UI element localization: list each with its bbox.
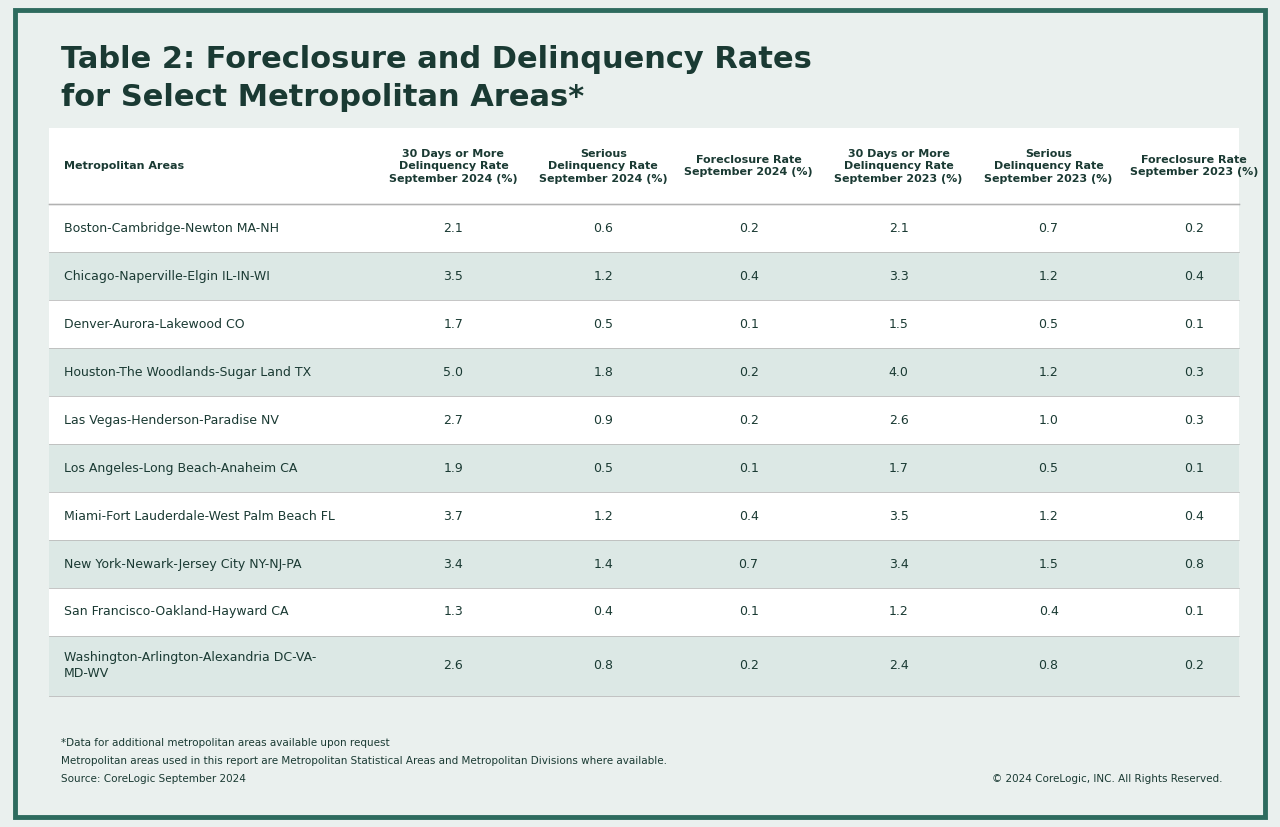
Text: 0.6: 0.6	[594, 222, 613, 235]
Text: 0.7: 0.7	[1038, 222, 1059, 235]
Text: Boston-Cambridge-Newton MA-NH: Boston-Cambridge-Newton MA-NH	[64, 222, 279, 235]
Text: 0.5: 0.5	[594, 461, 613, 475]
Text: 1.2: 1.2	[594, 270, 613, 283]
Text: 0.4: 0.4	[1184, 509, 1203, 523]
Text: 2.6: 2.6	[443, 659, 463, 672]
Text: 0.4: 0.4	[1184, 270, 1203, 283]
Text: 0.2: 0.2	[1184, 222, 1203, 235]
Text: 0.1: 0.1	[739, 605, 759, 619]
Text: 1.7: 1.7	[443, 318, 463, 331]
Text: 3.4: 3.4	[888, 557, 909, 571]
Text: 0.1: 0.1	[1184, 318, 1203, 331]
Text: 3.5: 3.5	[443, 270, 463, 283]
Text: 0.3: 0.3	[1184, 366, 1203, 379]
Text: 30 Days or More
Delinquency Rate
September 2024 (%): 30 Days or More Delinquency Rate Septemb…	[389, 149, 517, 184]
Text: Table 2: Foreclosure and Delinquency Rates: Table 2: Foreclosure and Delinquency Rat…	[61, 45, 813, 74]
Text: 0.1: 0.1	[1184, 461, 1203, 475]
Text: 1.2: 1.2	[1038, 270, 1059, 283]
Text: 0.8: 0.8	[1038, 659, 1059, 672]
Text: Denver-Aurora-Lakewood CO: Denver-Aurora-Lakewood CO	[64, 318, 244, 331]
Text: 0.4: 0.4	[739, 270, 759, 283]
Text: 3.7: 3.7	[443, 509, 463, 523]
Text: 0.5: 0.5	[1038, 318, 1059, 331]
Text: 1.9: 1.9	[443, 461, 463, 475]
Text: 0.2: 0.2	[739, 659, 759, 672]
Text: 2.1: 2.1	[443, 222, 463, 235]
Text: 0.1: 0.1	[1184, 605, 1203, 619]
Text: 3.3: 3.3	[888, 270, 909, 283]
Text: © 2024 CoreLogic, INC. All Rights Reserved.: © 2024 CoreLogic, INC. All Rights Reserv…	[992, 774, 1222, 784]
Text: Houston-The Woodlands-Sugar Land TX: Houston-The Woodlands-Sugar Land TX	[64, 366, 311, 379]
Text: 3.4: 3.4	[443, 557, 463, 571]
Text: Los Angeles-Long Beach-Anaheim CA: Los Angeles-Long Beach-Anaheim CA	[64, 461, 297, 475]
Text: 30 Days or More
Delinquency Rate
September 2023 (%): 30 Days or More Delinquency Rate Septemb…	[835, 149, 963, 184]
Text: 0.2: 0.2	[739, 222, 759, 235]
Text: 0.2: 0.2	[739, 414, 759, 427]
Text: 1.5: 1.5	[888, 318, 909, 331]
Text: 4.0: 4.0	[888, 366, 909, 379]
Text: 1.4: 1.4	[594, 557, 613, 571]
Text: 0.2: 0.2	[1184, 659, 1203, 672]
Text: 0.1: 0.1	[739, 318, 759, 331]
Text: Chicago-Naperville-Elgin IL-IN-WI: Chicago-Naperville-Elgin IL-IN-WI	[64, 270, 270, 283]
Text: San Francisco-Oakland-Hayward CA: San Francisco-Oakland-Hayward CA	[64, 605, 288, 619]
Text: 0.7: 0.7	[739, 557, 759, 571]
Text: Las Vegas-Henderson-Paradise NV: Las Vegas-Henderson-Paradise NV	[64, 414, 279, 427]
Text: 1.0: 1.0	[1038, 414, 1059, 427]
Text: 0.1: 0.1	[739, 461, 759, 475]
Text: 1.7: 1.7	[888, 461, 909, 475]
Text: 0.4: 0.4	[739, 509, 759, 523]
Text: 1.2: 1.2	[594, 509, 613, 523]
Text: 0.4: 0.4	[594, 605, 613, 619]
Text: Metropolitan Areas: Metropolitan Areas	[64, 161, 184, 171]
Text: for Select Metropolitan Areas*: for Select Metropolitan Areas*	[61, 83, 585, 112]
Text: 0.4: 0.4	[1038, 605, 1059, 619]
Text: 3.5: 3.5	[888, 509, 909, 523]
Text: Metropolitan areas used in this report are Metropolitan Statistical Areas and Me: Metropolitan areas used in this report a…	[61, 756, 667, 766]
Text: New York-Newark-Jersey City NY-NJ-PA: New York-Newark-Jersey City NY-NJ-PA	[64, 557, 302, 571]
Text: 0.5: 0.5	[1038, 461, 1059, 475]
Text: 0.2: 0.2	[739, 366, 759, 379]
Text: Foreclosure Rate
September 2023 (%): Foreclosure Rate September 2023 (%)	[1130, 155, 1258, 178]
Text: Washington-Arlington-Alexandria DC-VA-
MD-WV: Washington-Arlington-Alexandria DC-VA- M…	[64, 651, 316, 681]
Text: 0.3: 0.3	[1184, 414, 1203, 427]
Text: Serious
Delinquency Rate
September 2024 (%): Serious Delinquency Rate September 2024 …	[539, 149, 668, 184]
Text: 2.7: 2.7	[443, 414, 463, 427]
Text: Source: CoreLogic September 2024: Source: CoreLogic September 2024	[61, 774, 246, 784]
Text: 1.2: 1.2	[888, 605, 909, 619]
Text: 0.8: 0.8	[1184, 557, 1203, 571]
Text: 1.2: 1.2	[1038, 366, 1059, 379]
Text: 1.3: 1.3	[443, 605, 463, 619]
Text: Foreclosure Rate
September 2024 (%): Foreclosure Rate September 2024 (%)	[685, 155, 813, 178]
Text: 0.8: 0.8	[594, 659, 613, 672]
Text: 2.6: 2.6	[888, 414, 909, 427]
Text: 1.2: 1.2	[1038, 509, 1059, 523]
Text: 2.4: 2.4	[888, 659, 909, 672]
Text: Serious
Delinquency Rate
September 2023 (%): Serious Delinquency Rate September 2023 …	[984, 149, 1112, 184]
Text: *Data for additional metropolitan areas available upon request: *Data for additional metropolitan areas …	[61, 738, 390, 748]
Text: 0.9: 0.9	[594, 414, 613, 427]
Text: 2.1: 2.1	[888, 222, 909, 235]
Text: Miami-Fort Lauderdale-West Palm Beach FL: Miami-Fort Lauderdale-West Palm Beach FL	[64, 509, 335, 523]
Text: 1.8: 1.8	[594, 366, 613, 379]
Text: 5.0: 5.0	[443, 366, 463, 379]
Text: 1.5: 1.5	[1038, 557, 1059, 571]
Text: 0.5: 0.5	[594, 318, 613, 331]
